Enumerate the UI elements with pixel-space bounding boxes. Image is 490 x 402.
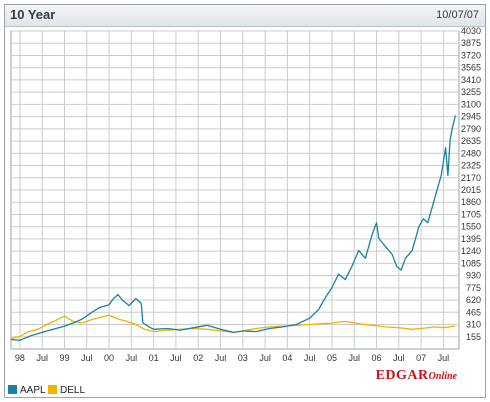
x-tick-label-19: Jul: [438, 353, 450, 363]
x-tick-label-8: 02: [193, 353, 203, 363]
y-tick-label-17: 2790: [461, 124, 481, 134]
y-tick-label-25: 4030: [461, 26, 481, 36]
x-tick-label-16: 06: [372, 353, 382, 363]
y-tick-label-21: 3410: [461, 75, 481, 85]
y-tick-label-15: 2480: [461, 148, 481, 158]
y-tick-label-3: 620: [466, 295, 481, 305]
edgar-online-logo[interactable]: EDGAROnline: [376, 366, 457, 384]
x-tick-label-17: Jul: [393, 353, 405, 363]
y-tick-label-24: 3875: [461, 38, 481, 48]
y-tick-label-11: 1860: [461, 197, 481, 207]
legend-label-aapl: AAPL: [20, 385, 46, 396]
y-tick-label-1: 310: [466, 320, 481, 330]
y-tick-label-14: 2325: [461, 161, 481, 171]
y-tick-label-7: 1240: [461, 246, 481, 256]
x-tick-label-9: Jul: [215, 353, 227, 363]
legend-swatch-dell: [48, 385, 57, 394]
y-tick-label-4: 775: [466, 283, 481, 293]
y-tick-label-13: 2170: [461, 173, 481, 183]
logo-main-text: EDGAR: [375, 368, 429, 383]
x-tick-label-18: 07: [416, 353, 426, 363]
y-tick-label-5: 930: [466, 271, 481, 281]
x-tick-label-4: 00: [104, 353, 114, 363]
legend-bar: AAPL DELL EDGAROnline: [5, 366, 485, 397]
series-line-aapl: [10, 115, 457, 341]
x-tick-label-7: Jul: [170, 353, 182, 363]
grid-lines: [11, 30, 459, 349]
legend-item-dell: DELL: [48, 385, 85, 396]
y-tick-label-2: 465: [466, 307, 481, 317]
chart-title: 10 Year: [10, 7, 56, 22]
y-tick-label-16: 2635: [461, 136, 481, 146]
series-line-dell: [10, 314, 456, 340]
y-tick-label-12: 2015: [461, 185, 481, 195]
x-tick-label-1: Jul: [36, 353, 48, 363]
x-tick-label-6: 01: [149, 353, 159, 363]
legend-item-aapl: AAPL: [8, 385, 46, 396]
x-tick-label-10: 03: [238, 353, 248, 363]
y-axis: 155 310 465 620 775 930 1085 1240 1395 1550 1705 18…: [461, 26, 481, 342]
y-tick-label-18: 2945: [461, 112, 481, 122]
logo-sub-text: Online: [428, 371, 457, 382]
y-tick-label-0: 155: [466, 332, 481, 342]
x-tick-label-14: 05: [327, 353, 337, 363]
x-tick-label-12: 04: [282, 353, 292, 363]
price-chart: 155 310 465 620 775 930 1085 1240 1395 1550 1705 18…: [10, 26, 481, 363]
y-tick-label-8: 1395: [461, 234, 481, 244]
y-tick-label-9: 1550: [461, 222, 481, 232]
legend-swatch-aapl: [8, 385, 17, 394]
y-tick-label-6: 1085: [461, 258, 481, 268]
chart-date: 10/07/07: [436, 9, 479, 21]
y-tick-label-19: 3100: [461, 99, 481, 109]
chart-header: 10 Year 10/07/07: [5, 5, 485, 27]
x-axis: 98 Jul 99 Jul 00 Jul 01 Jul 02 Jul 03 Jul 04 Jul 05 Jul…: [15, 353, 449, 363]
y-tick-label-10: 1705: [461, 209, 481, 219]
x-tick-label-0: 98: [15, 353, 25, 363]
x-tick-label-3: Jul: [81, 353, 93, 363]
y-tick-label-22: 3565: [461, 63, 481, 73]
series-lines: [10, 115, 457, 341]
x-tick-label-2: 99: [59, 353, 69, 363]
x-tick-label-11: Jul: [259, 353, 271, 363]
legend-label-dell: DELL: [60, 385, 86, 396]
y-tick-label-20: 3255: [461, 87, 481, 97]
chart-panel: 10 Year 10/07/07 155 310 465 620 775 930 1085 1…: [4, 4, 486, 398]
x-tick-label-15: Jul: [348, 353, 360, 363]
x-tick-label-13: Jul: [304, 353, 316, 363]
x-tick-label-5: Jul: [126, 353, 138, 363]
y-tick-label-23: 3720: [461, 50, 481, 60]
